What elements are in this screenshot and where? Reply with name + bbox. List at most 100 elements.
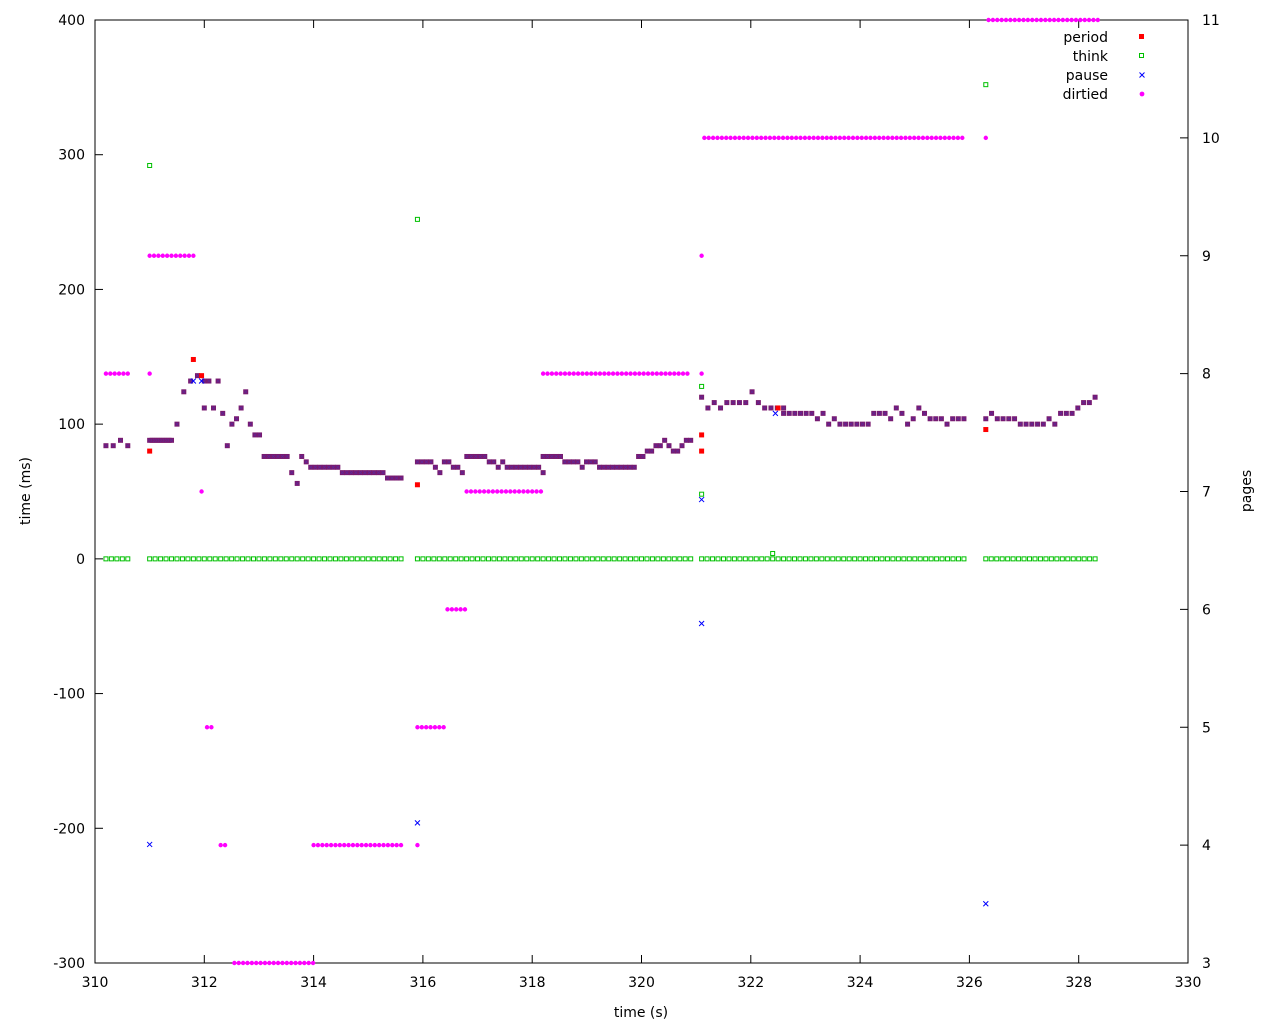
pause-point xyxy=(390,476,394,480)
dirtied-point xyxy=(342,842,347,848)
dirtied-point xyxy=(209,725,214,730)
pause-point xyxy=(1064,411,1069,416)
dirtied-point xyxy=(481,489,487,494)
pause-point xyxy=(290,470,294,475)
dirtied-point xyxy=(423,725,429,730)
think-point xyxy=(169,556,175,562)
dirtied-point xyxy=(680,371,686,376)
think-point xyxy=(458,556,464,562)
think-point xyxy=(704,556,710,562)
dirtied-point xyxy=(925,135,930,141)
dirtied-point xyxy=(776,135,781,141)
dirtied-point xyxy=(641,371,646,376)
dirtied-point xyxy=(789,135,794,141)
dirtied-point xyxy=(1016,17,1022,23)
pause-point xyxy=(654,443,658,448)
think-point xyxy=(983,556,989,562)
pause-point xyxy=(866,422,870,426)
period-point xyxy=(775,405,781,411)
dirtied-point xyxy=(798,135,803,141)
y2-tick-label: 11 xyxy=(1202,13,1220,29)
dirtied-point xyxy=(807,135,812,141)
pause-point xyxy=(597,465,602,469)
think-point xyxy=(343,556,349,562)
dirtied-point xyxy=(946,135,952,141)
dirtied-point xyxy=(1078,17,1083,23)
think-point xyxy=(469,556,475,562)
dirtied-point xyxy=(912,135,917,141)
pause-point xyxy=(451,465,456,469)
think-point xyxy=(589,556,595,562)
pause-point xyxy=(576,460,580,464)
pause-point xyxy=(474,454,478,459)
dirtied-point xyxy=(597,371,603,376)
pause-point xyxy=(483,454,487,459)
pause-point xyxy=(424,460,429,464)
think-point xyxy=(1037,556,1043,562)
think-point xyxy=(655,556,661,562)
dirtied-point xyxy=(394,842,399,848)
pause-point xyxy=(394,476,399,480)
dirtied-point xyxy=(780,135,786,141)
pause-point xyxy=(182,390,186,394)
pause-point xyxy=(699,395,704,399)
think-point xyxy=(562,556,568,562)
pause-point xyxy=(688,438,693,443)
dirtied-point xyxy=(1095,17,1101,23)
pause-point xyxy=(501,460,505,464)
think-point xyxy=(475,556,481,562)
think-point xyxy=(354,556,360,562)
think-point xyxy=(496,556,502,562)
dirtied-point xyxy=(182,253,187,258)
pause-point xyxy=(1087,400,1092,405)
pause-point xyxy=(838,422,842,426)
think-point xyxy=(764,556,770,562)
think-point xyxy=(229,556,235,562)
think-point xyxy=(720,556,726,562)
pause-point xyxy=(415,460,420,464)
pause-point xyxy=(1070,411,1074,416)
pause-point xyxy=(492,460,496,464)
y-axis-label: time (ms) xyxy=(18,457,34,525)
pause-point xyxy=(313,465,317,469)
pause-point xyxy=(877,411,882,416)
pause-point xyxy=(684,438,689,443)
pause-point xyxy=(593,460,597,464)
pause-point xyxy=(623,465,628,469)
dirtied-point xyxy=(719,135,725,141)
dirtied-point xyxy=(121,371,126,376)
think-point xyxy=(518,556,524,562)
dirtied-point xyxy=(824,135,829,141)
dirtied-point xyxy=(589,371,594,376)
think-point xyxy=(349,556,355,562)
dirtied-point xyxy=(868,135,873,141)
dirtied-point xyxy=(571,371,576,376)
dirtied-point xyxy=(1051,17,1057,23)
pause-point xyxy=(523,465,527,469)
dirtied-point xyxy=(419,725,425,730)
pause-point xyxy=(554,454,558,459)
dirtied-point xyxy=(512,489,517,494)
dirtied-point xyxy=(763,135,768,141)
think-point xyxy=(190,556,196,562)
pause-point xyxy=(671,449,676,453)
period-point xyxy=(699,432,705,438)
dirtied-point xyxy=(530,489,535,494)
pause-point xyxy=(750,390,754,394)
dirtied-point xyxy=(428,725,433,730)
dirtied-point xyxy=(355,842,360,848)
think-point xyxy=(507,556,513,562)
think-point xyxy=(901,556,907,562)
dirtied-point xyxy=(907,135,913,141)
dirtied-point xyxy=(737,135,742,141)
pause-point xyxy=(662,438,667,443)
pause-point xyxy=(349,470,354,475)
pause-point xyxy=(372,470,376,475)
think-point xyxy=(250,556,256,562)
think-point xyxy=(414,556,420,562)
think-point xyxy=(218,556,224,562)
pause-point xyxy=(280,454,285,459)
dirtied-point xyxy=(1038,17,1044,23)
dirtied-point xyxy=(850,135,856,141)
dirtied-point xyxy=(606,371,611,376)
